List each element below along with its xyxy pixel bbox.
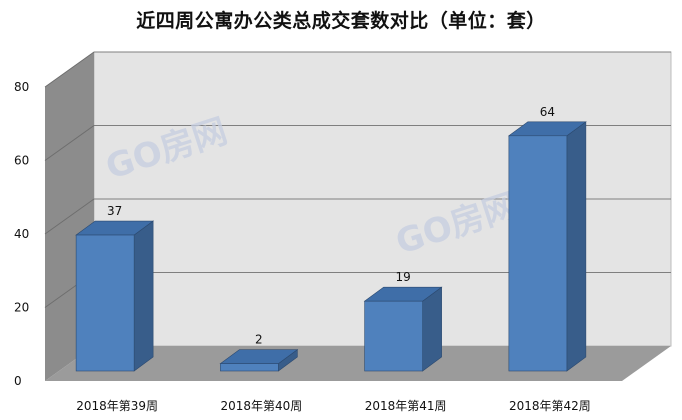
- y-tick-label: 20: [14, 301, 29, 315]
- data-labels: 37 2 19 64: [107, 105, 555, 347]
- x-tick-label: 2018年第41周: [365, 399, 447, 413]
- x-tick-label: 2018年第40周: [220, 399, 302, 413]
- x-tick-label: 2018年第42周: [509, 399, 591, 413]
- y-tick-label: 80: [14, 80, 29, 94]
- y-tick-label: 40: [14, 227, 29, 241]
- chart-title: 近四周公寓办公类总成交套数对比（单位：套）: [136, 10, 546, 32]
- x-tick-label: 2018年第39周: [76, 399, 158, 413]
- bar: [75, 234, 135, 372]
- data-label: 19: [395, 270, 410, 284]
- x-axis-ticks: 2018年第39周 2018年第40周 2018年第41周 2018年第42周: [76, 399, 591, 413]
- bars: [75, 121, 587, 372]
- bar: [508, 135, 568, 372]
- y-tick-label: 0: [14, 374, 22, 388]
- data-label: 64: [540, 105, 555, 119]
- bar: [220, 363, 279, 372]
- bar: [364, 300, 423, 372]
- gridline-side: [44, 51, 95, 88]
- y-axis-ticks: 0 20 40 60 80: [14, 80, 29, 388]
- gridline-side: [44, 198, 95, 235]
- bar-side: [133, 220, 154, 372]
- y-tick-label: 60: [14, 154, 29, 168]
- bar-side: [422, 286, 442, 372]
- data-label: 2: [255, 333, 263, 347]
- bar-side: [566, 121, 587, 372]
- data-label: 37: [107, 204, 122, 218]
- gridline-side: [44, 125, 95, 161]
